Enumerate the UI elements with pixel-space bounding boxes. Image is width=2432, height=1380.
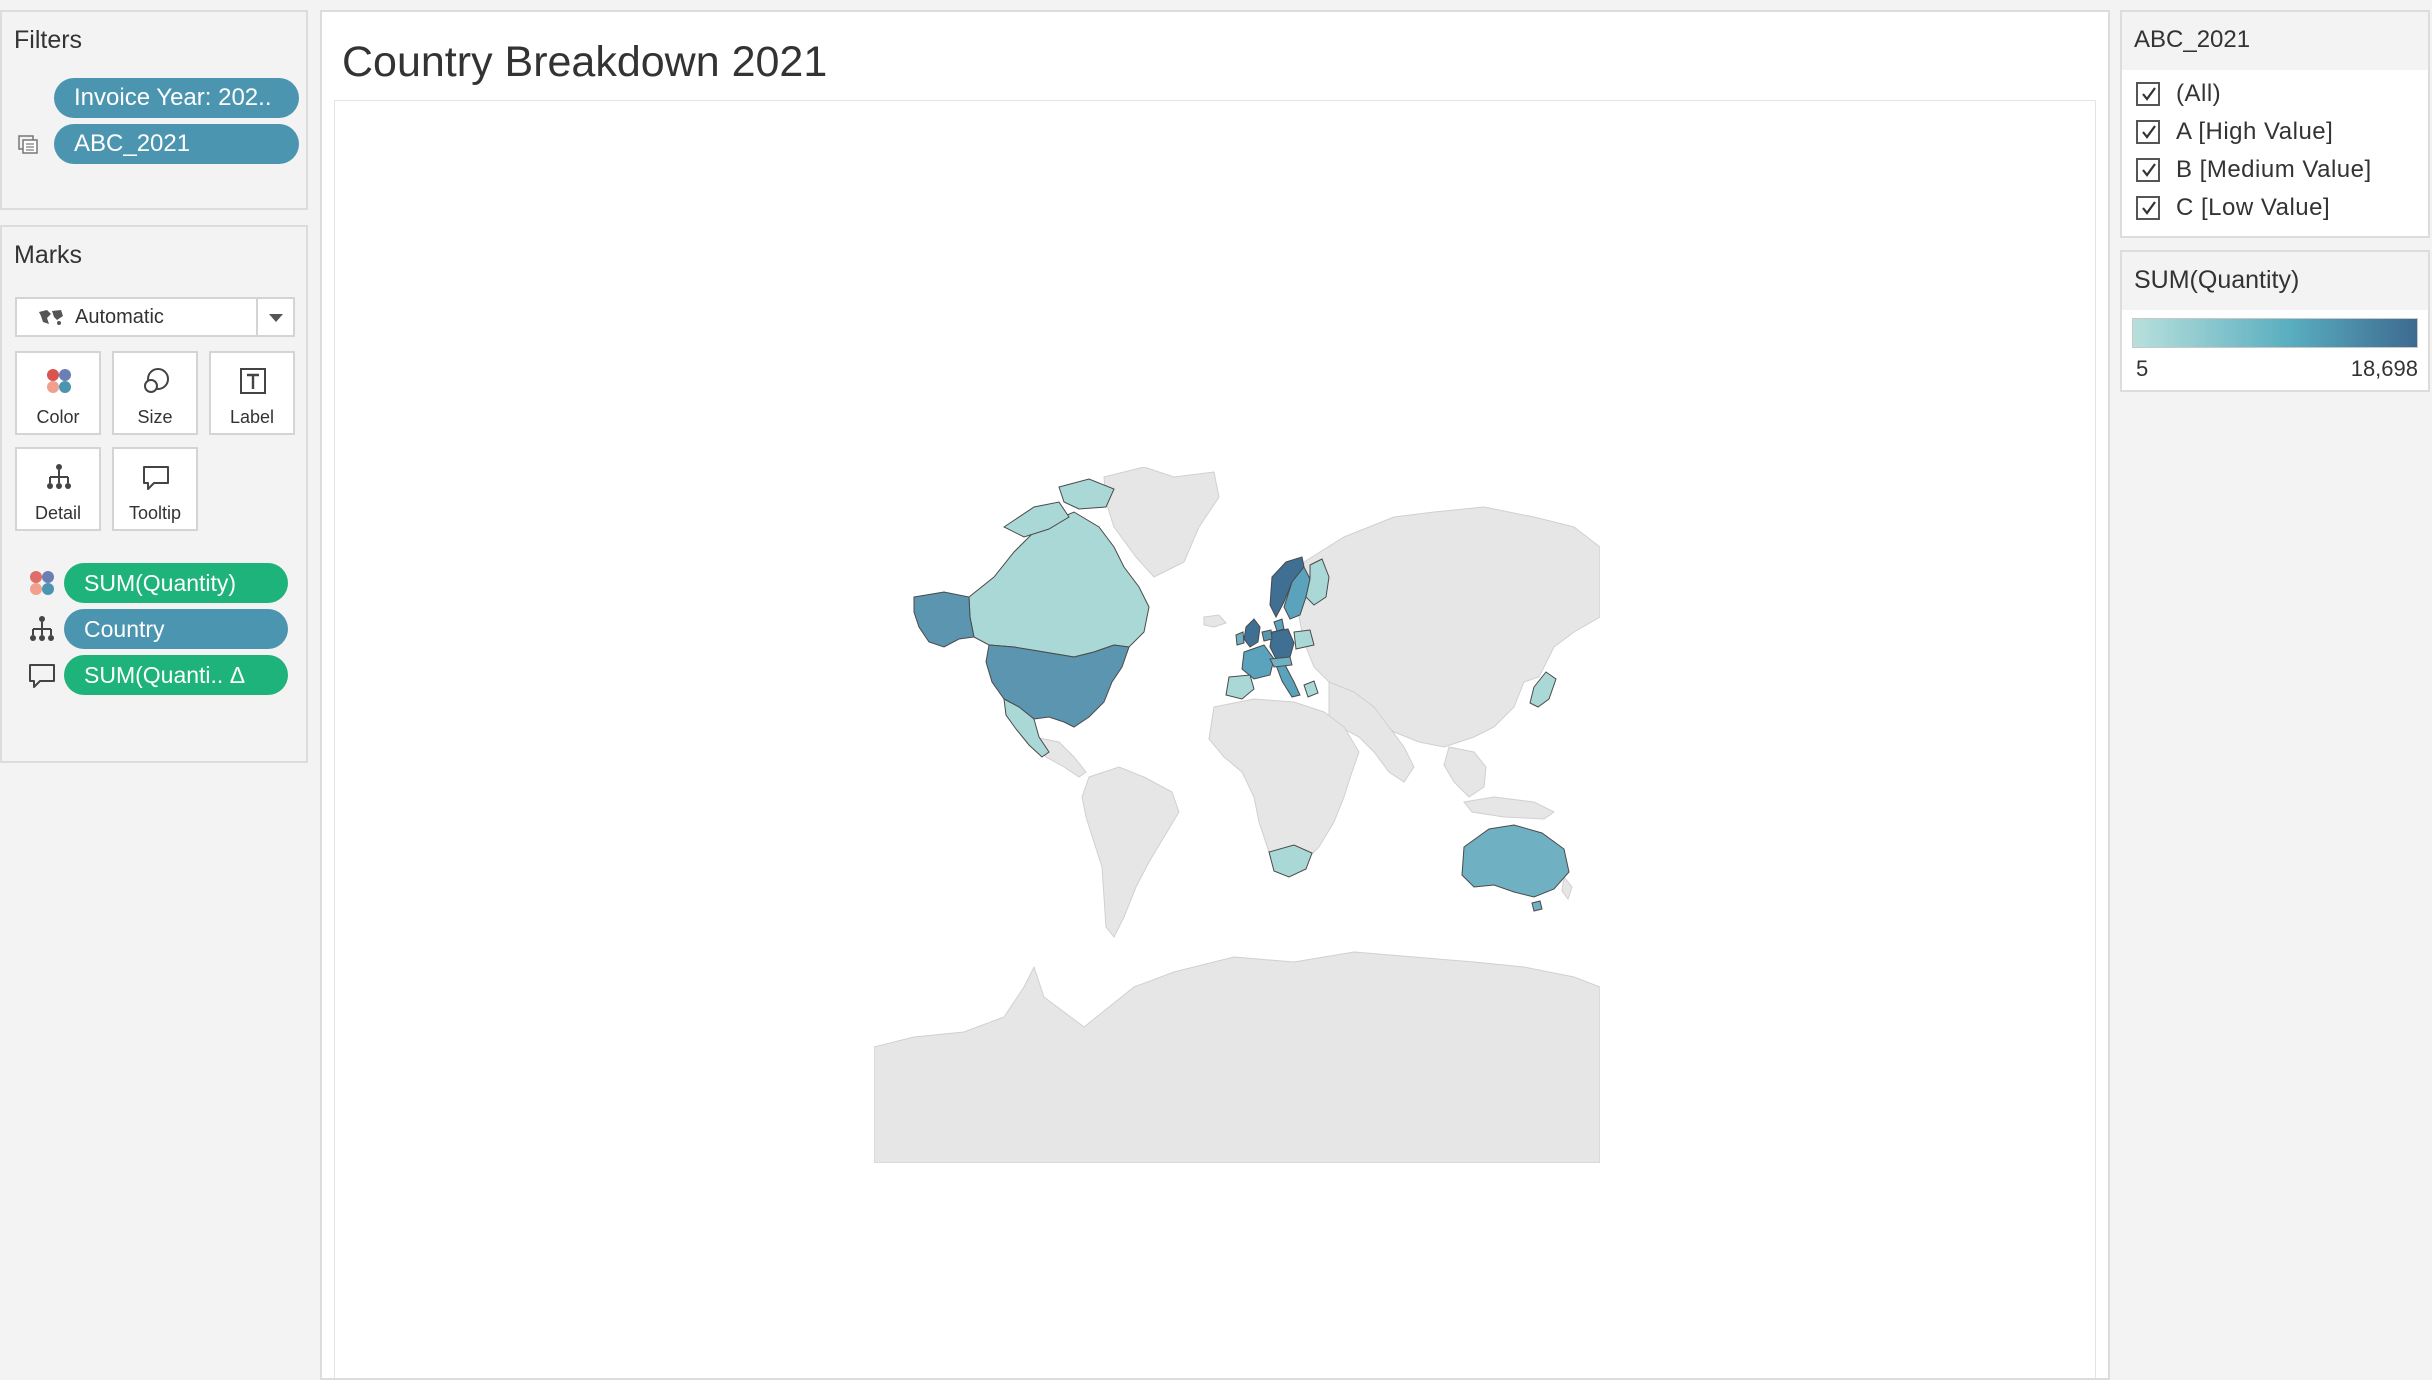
mark-type-label: Automatic <box>75 306 164 328</box>
marks-detail-button[interactable]: Detail <box>15 447 101 531</box>
country-germany <box>1269 628 1295 660</box>
color-dots-icon <box>30 571 54 595</box>
region-central-america <box>1032 736 1087 778</box>
chevron-down-icon[interactable] <box>269 314 283 322</box>
country-mexico <box>1003 698 1050 758</box>
country-south-africa <box>1268 844 1313 878</box>
country-netherlands <box>1261 629 1273 642</box>
region-indonesia <box>1463 796 1555 820</box>
country-austria-switzerland <box>1269 656 1293 668</box>
abc-filter-c-label: C [Low Value] <box>2176 194 2331 221</box>
country-usa-alaska <box>913 591 975 648</box>
country-denmark <box>1273 618 1285 632</box>
label-button-label: Label <box>229 407 275 427</box>
check-icon <box>2142 87 2156 101</box>
country-australia-tasmania <box>1531 900 1543 912</box>
color-ramp-min: 5 <box>2136 356 2149 381</box>
marks-title: Marks <box>14 241 83 269</box>
dropdown-separator <box>256 299 258 335</box>
quantity-legend-title: SUM(Quantity) <box>2134 266 2300 294</box>
speech-bubble-icon <box>143 466 169 490</box>
detail-hierarchy-icon <box>47 464 71 489</box>
tooltip-button-label: Tooltip <box>128 503 182 523</box>
checkbox[interactable] <box>2136 120 2160 144</box>
shelf-pill-country-detail[interactable]: Country <box>64 609 288 649</box>
country-japan <box>1529 671 1557 708</box>
marks-panel: Marks Automatic Color Size <box>0 225 308 763</box>
world-choropleth-map[interactable] <box>874 467 1600 1163</box>
abc-filter-a-label: A [High Value] <box>2176 118 2334 145</box>
color-button-label: Color <box>36 407 80 427</box>
abc-2021-list: (All) A [High Value] B [Medium Value] C … <box>2122 70 2428 236</box>
region-southeast-asia <box>1443 746 1487 798</box>
shelf-pill-sum-quantity-tooltip[interactable]: SUM(Quanti.. Δ <box>64 655 288 695</box>
country-canada-islands <box>1003 501 1070 538</box>
filter-pill-invoice-year[interactable]: Invoice Year: 202.. <box>54 78 299 118</box>
check-icon <box>2142 125 2156 139</box>
quantity-legend-body: 5 18,698 <box>2122 310 2428 390</box>
size-button-label: Size <box>137 407 173 427</box>
filter-pill-abc-2021[interactable]: ABC_2021 <box>54 124 299 164</box>
region-south-america <box>1081 766 1180 938</box>
marks-size-button[interactable]: Size <box>112 351 198 435</box>
country-australia <box>1461 824 1570 898</box>
region-antarctica <box>874 951 1600 1163</box>
marks-tooltip-button[interactable]: Tooltip <box>112 447 198 531</box>
context-filter-icon <box>18 135 38 154</box>
mark-type-dropdown[interactable]: Automatic <box>15 297 295 337</box>
check-icon <box>2142 201 2156 215</box>
checkbox[interactable] <box>2136 196 2160 220</box>
filters-panel: Filters Invoice Year: 202.. ABC_2021 <box>0 10 308 210</box>
checkbox[interactable] <box>2136 158 2160 182</box>
map-marks-icon <box>39 310 63 325</box>
marks-label-button[interactable]: Label <box>209 351 295 435</box>
country-poland <box>1293 629 1315 650</box>
abc-filter-all-label: (All) <box>2176 80 2222 107</box>
abc-filter-b-label: B [Medium Value] <box>2176 156 2372 183</box>
checkbox[interactable] <box>2136 82 2160 106</box>
country-spain <box>1225 674 1255 700</box>
color-ramp-max: 18,698 <box>2350 356 2418 381</box>
abc-2021-filter-card: ABC_2021 (All) A [High Value] B [Medium … <box>2120 10 2430 238</box>
color-dots-icon <box>47 369 71 393</box>
abc-2021-title: ABC_2021 <box>2134 26 2251 53</box>
region-new-zealand <box>1561 875 1573 901</box>
country-italy <box>1275 662 1301 698</box>
detail-button-label: Detail <box>34 503 82 523</box>
country-sweden <box>1283 566 1311 620</box>
country-united-kingdom <box>1243 618 1261 648</box>
country-france <box>1241 644 1275 680</box>
filters-title: Filters <box>14 26 83 54</box>
quantity-color-legend: SUM(Quantity) 5 18,698 <box>2120 250 2430 392</box>
color-ramp[interactable] <box>2132 318 2418 348</box>
country-greenland <box>1103 467 1220 578</box>
sheet-title: Country Breakdown 2021 <box>342 38 828 86</box>
country-finland <box>1305 558 1330 606</box>
region-africa <box>1208 698 1360 873</box>
marks-color-button[interactable]: Color <box>15 351 101 435</box>
speech-bubble-icon <box>29 664 55 688</box>
map-view-area[interactable] <box>334 100 2096 1378</box>
shelf-pill-sum-quantity-color[interactable]: SUM(Quantity) <box>64 563 288 603</box>
country-ireland <box>1235 631 1245 646</box>
check-icon <box>2142 163 2156 177</box>
country-greece <box>1303 680 1319 698</box>
text-label-icon <box>240 368 266 394</box>
region-iceland <box>1203 614 1227 628</box>
abc-2021-header <box>2122 12 2428 70</box>
worksheet-view: Country Breakdown 2021 <box>320 10 2110 1380</box>
detail-hierarchy-icon <box>30 616 54 641</box>
size-circles-icon <box>144 368 169 393</box>
country-canada-islands-2 <box>1058 478 1115 510</box>
